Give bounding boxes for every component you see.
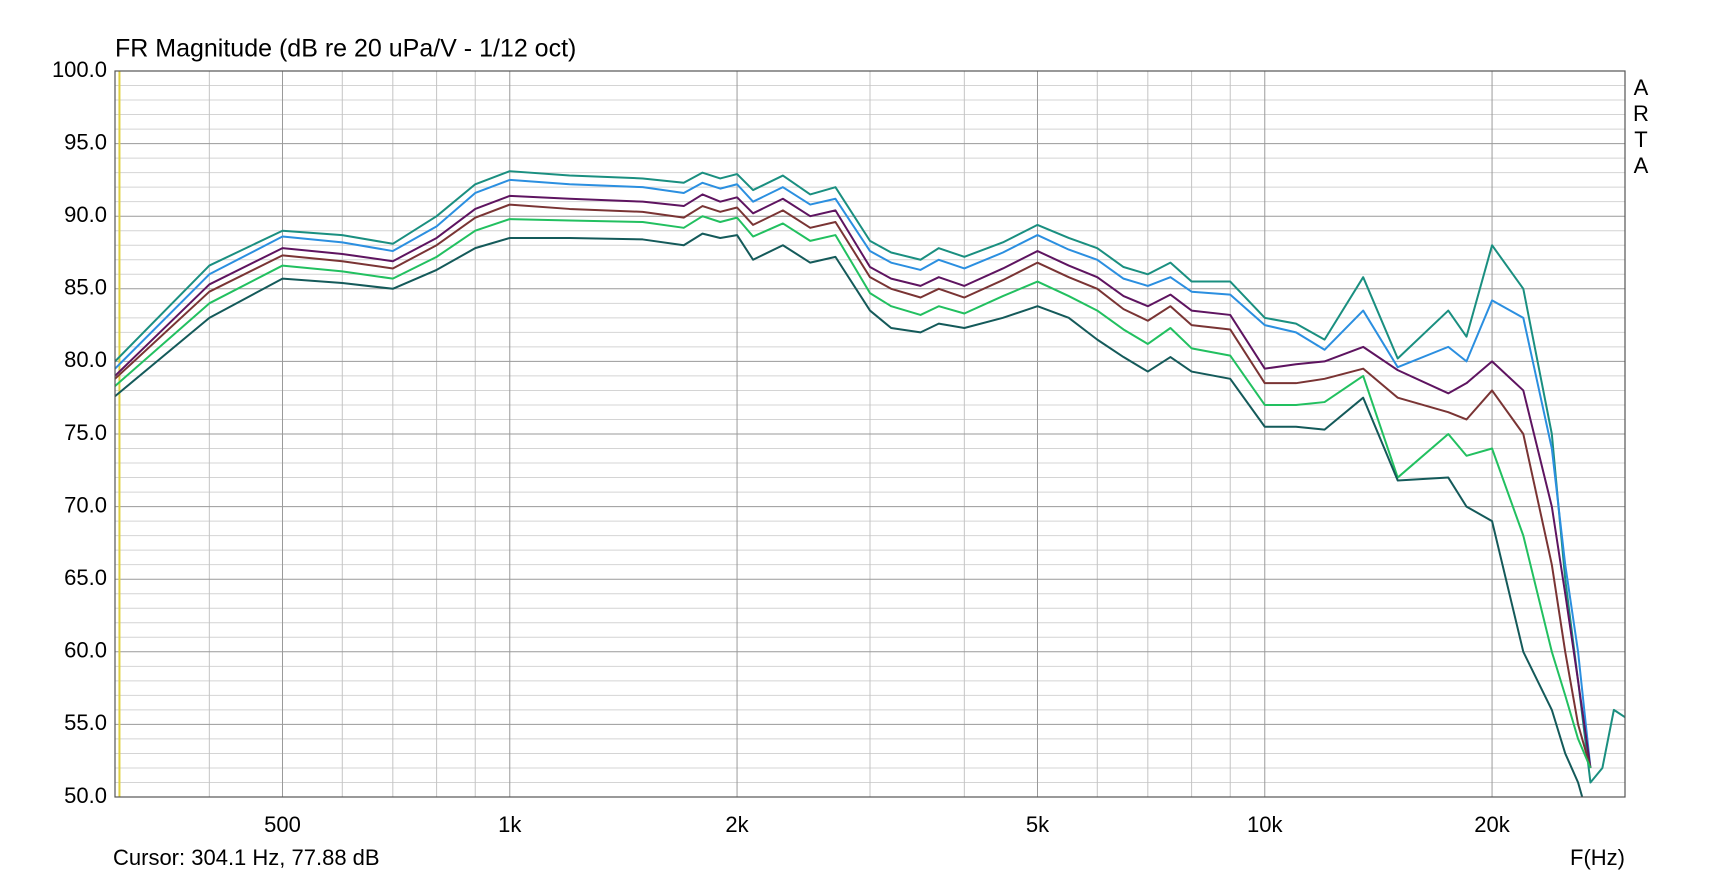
y-tick-label: 70.0 <box>64 492 107 517</box>
cursor-readout: Cursor: 304.1 Hz, 77.88 dB <box>113 845 380 870</box>
series-line <box>115 203 1592 769</box>
y-tick-label: 80.0 <box>64 347 107 372</box>
y-tick-label: 90.0 <box>64 202 107 227</box>
series-line <box>115 215 1592 769</box>
x-tick-label: 2k <box>725 812 749 837</box>
x-tick-label: 20k <box>1474 812 1510 837</box>
y-tick-label: 100.0 <box>52 57 107 82</box>
x-tick-label: 5k <box>1026 812 1050 837</box>
y-tick-label: 65.0 <box>64 565 107 590</box>
plot-frame <box>114 70 1626 798</box>
chart-title: FR Magnitude (dB re 20 uPa/V - 1/12 oct) <box>115 35 576 63</box>
plot-lines <box>115 71 1625 797</box>
y-tick-label: 75.0 <box>64 420 107 445</box>
series-line <box>115 193 1592 769</box>
watermark: ARTA <box>1629 75 1654 179</box>
y-tick-label: 95.0 <box>64 129 107 154</box>
series-line <box>115 178 1592 769</box>
grid <box>115 70 1625 798</box>
y-tick-label: 50.0 <box>64 783 107 808</box>
series-line <box>115 232 1584 797</box>
y-tick-label: 85.0 <box>64 275 107 300</box>
y-tick-label: 55.0 <box>64 710 107 735</box>
y-tick-label: 60.0 <box>64 638 107 663</box>
x-tick-label: 500 <box>264 812 301 837</box>
x-tick-label: 10k <box>1247 812 1283 837</box>
x-axis-label: F(Hz) <box>1570 845 1625 870</box>
series-line <box>115 170 1625 784</box>
x-tick-label: 1k <box>498 812 522 837</box>
